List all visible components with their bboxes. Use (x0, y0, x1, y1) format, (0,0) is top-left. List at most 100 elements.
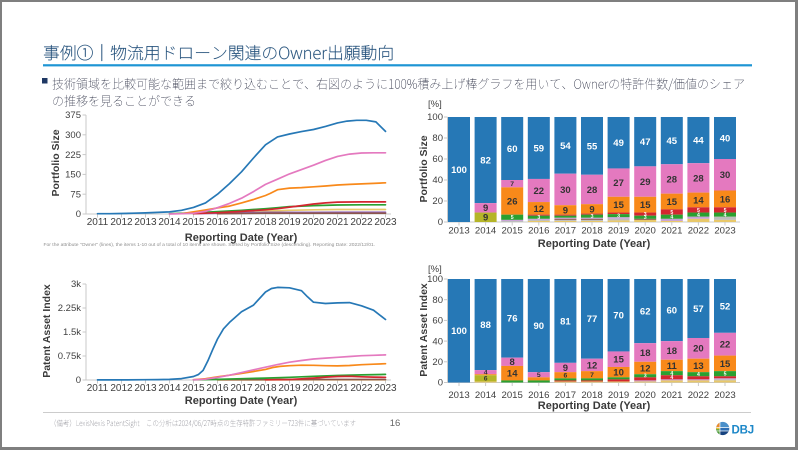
svg-text:12: 12 (640, 363, 651, 374)
svg-text:5: 5 (670, 210, 673, 216)
svg-text:0.75k: 0.75k (58, 351, 81, 362)
svg-text:225: 225 (65, 150, 81, 161)
svg-text:2016: 2016 (528, 390, 549, 401)
svg-text:49: 49 (613, 138, 624, 149)
svg-text:100: 100 (427, 274, 443, 285)
svg-text:20: 20 (432, 357, 443, 368)
svg-text:15: 15 (613, 200, 624, 211)
svg-text:4: 4 (697, 372, 700, 378)
svg-text:22: 22 (534, 186, 545, 197)
svg-text:4: 4 (670, 375, 673, 381)
svg-text:2017: 2017 (230, 383, 253, 394)
svg-text:2020: 2020 (635, 226, 656, 237)
svg-text:2013: 2013 (134, 383, 157, 394)
svg-text:2019: 2019 (278, 383, 301, 394)
svg-text:2023: 2023 (374, 217, 397, 228)
svg-text:59: 59 (534, 143, 545, 154)
svg-text:2014: 2014 (158, 217, 181, 228)
svg-text:2021: 2021 (326, 217, 349, 228)
svg-text:2016: 2016 (206, 217, 229, 228)
svg-text:2021: 2021 (326, 383, 349, 394)
svg-text:75: 75 (70, 189, 81, 200)
svg-text:9: 9 (483, 213, 488, 224)
svg-text:14: 14 (507, 369, 518, 380)
svg-text:57: 57 (693, 304, 704, 315)
svg-text:8: 8 (510, 357, 515, 368)
svg-text:2013: 2013 (448, 226, 469, 237)
svg-text:16: 16 (390, 418, 401, 429)
svg-text:[%]: [%] (428, 99, 442, 110)
svg-text:28: 28 (587, 185, 598, 196)
svg-text:2015: 2015 (502, 226, 523, 237)
svg-text:3: 3 (537, 215, 540, 221)
svg-text:2017: 2017 (555, 226, 576, 237)
svg-text:3: 3 (617, 214, 620, 220)
svg-text:2016: 2016 (206, 383, 229, 394)
svg-text:15: 15 (613, 355, 624, 366)
svg-text:2020: 2020 (302, 217, 325, 228)
svg-text:11: 11 (667, 361, 678, 372)
svg-text:2020: 2020 (635, 390, 656, 401)
svg-text:Reporting Date (Year): Reporting Date (Year) (538, 238, 651, 250)
svg-text:0: 0 (438, 378, 443, 389)
svg-text:4: 4 (697, 213, 700, 219)
svg-text:2023: 2023 (374, 383, 397, 394)
svg-text:10: 10 (613, 368, 624, 379)
svg-text:5: 5 (724, 372, 727, 378)
svg-text:Reporting Date (Year): Reporting Date (Year) (185, 395, 298, 407)
svg-text:40: 40 (720, 133, 731, 144)
svg-text:2015: 2015 (182, 217, 205, 228)
svg-text:2019: 2019 (608, 390, 629, 401)
svg-text:0: 0 (438, 217, 443, 228)
svg-text:80: 80 (432, 295, 443, 306)
svg-text:5: 5 (511, 215, 514, 221)
svg-text:9: 9 (563, 205, 568, 216)
svg-text:7: 7 (510, 181, 514, 188)
svg-text:4: 4 (670, 371, 673, 377)
svg-text:3: 3 (591, 214, 594, 220)
svg-text:40: 40 (432, 175, 443, 186)
svg-text:2013: 2013 (448, 390, 469, 401)
svg-text:9: 9 (483, 203, 488, 214)
svg-text:80: 80 (432, 133, 443, 144)
svg-text:2017: 2017 (230, 217, 253, 228)
svg-text:2015: 2015 (502, 390, 523, 401)
svg-text:[%]: [%] (428, 264, 442, 275)
svg-text:15: 15 (720, 359, 731, 370)
svg-text:27: 27 (613, 178, 624, 189)
svg-text:For the attribute "Owner" (lin: For the attribute "Owner" (lines), the i… (44, 242, 376, 248)
svg-text:12: 12 (587, 360, 598, 371)
svg-text:Portfolio Size: Portfolio Size (418, 135, 430, 202)
svg-text:2017: 2017 (555, 390, 576, 401)
svg-text:45: 45 (667, 136, 678, 147)
svg-text:2014: 2014 (158, 383, 181, 394)
svg-text:60: 60 (432, 154, 443, 165)
svg-text:2022: 2022 (688, 226, 709, 237)
svg-text:28: 28 (667, 174, 678, 185)
svg-text:44: 44 (693, 136, 704, 147)
svg-text:2016: 2016 (528, 226, 549, 237)
svg-text:29: 29 (640, 177, 651, 188)
svg-text:81: 81 (560, 316, 571, 327)
svg-text:60: 60 (432, 316, 443, 327)
svg-text:6: 6 (564, 373, 568, 380)
svg-text:4: 4 (484, 369, 488, 376)
svg-text:2022: 2022 (688, 390, 709, 401)
svg-text:2022: 2022 (350, 383, 373, 394)
svg-text:Reporting Date (Year): Reporting Date (Year) (185, 232, 298, 244)
svg-text:2018: 2018 (581, 390, 602, 401)
svg-text:2012: 2012 (110, 217, 133, 228)
svg-text:2013: 2013 (134, 217, 157, 228)
svg-text:2011: 2011 (87, 217, 109, 228)
svg-text:3: 3 (644, 215, 647, 221)
svg-text:52: 52 (720, 301, 731, 312)
svg-text:5: 5 (724, 208, 727, 214)
svg-text:30: 30 (720, 170, 731, 181)
svg-text:20: 20 (693, 344, 704, 355)
svg-text:2020: 2020 (302, 383, 325, 394)
svg-text:28: 28 (693, 173, 704, 184)
svg-text:54: 54 (560, 141, 571, 152)
svg-text:12: 12 (534, 204, 545, 215)
svg-text:18: 18 (667, 346, 678, 357)
svg-text:16: 16 (720, 194, 731, 205)
